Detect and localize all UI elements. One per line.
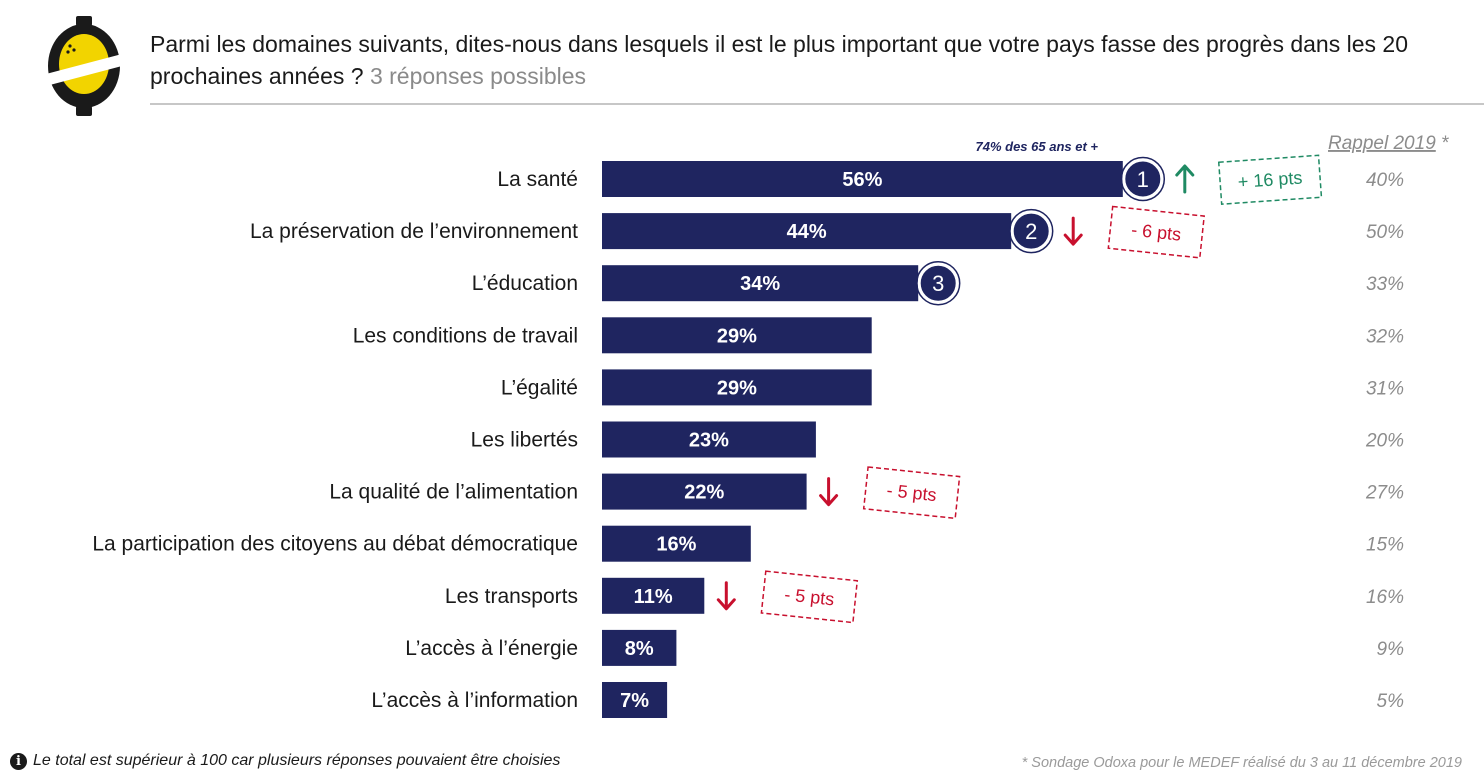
recall-2019-value: 40% [1366, 170, 1404, 191]
chart-title: Parmi les domaines suivants, dites-nous … [150, 28, 1450, 92]
source-note: * Sondage Odoxa pour le MEDEF réalisé du… [1021, 755, 1462, 771]
change-box-border [862, 466, 961, 520]
bar [602, 629, 677, 666]
change-label: - 5 pts [783, 584, 835, 609]
bar [602, 473, 807, 510]
footnote: i Le total est supérieur à 100 car plusi… [10, 752, 560, 770]
footnote-text: Le total est supérieur à 100 car plusieu… [33, 752, 561, 769]
change-box-border [1107, 205, 1206, 259]
bar [602, 265, 919, 302]
info-icon: i [10, 752, 27, 770]
recall-header: Rappel 2019 [1328, 133, 1436, 154]
recall-2019-value: 31% [1366, 378, 1404, 399]
bar [602, 577, 705, 614]
bar [602, 161, 1123, 197]
data-label: 29% [717, 377, 757, 399]
rank-badge [917, 262, 959, 304]
category-label: La qualité de l’alimentation [329, 481, 578, 504]
data-label: 7% [620, 690, 649, 712]
data-label: 16% [656, 534, 696, 556]
category-label: L’égalité [501, 376, 578, 399]
rank-number: 3 [932, 271, 944, 296]
arrow-down-icon [716, 581, 736, 611]
category-label: La préservation de l’environnement [250, 220, 578, 243]
recall-2019-value: 20% [1365, 431, 1404, 452]
question-subtitle: 3 réponses possibles [369, 63, 587, 89]
rank-number: 2 [1025, 219, 1037, 244]
arrow-down-icon [1063, 216, 1083, 246]
bar [602, 317, 872, 354]
category-label: La santé [497, 168, 578, 191]
question-text: Parmi les domaines suivants, dites-nous … [150, 31, 1408, 89]
change-label: - 6 pts [1130, 220, 1182, 245]
rank-badge-ring [1120, 156, 1166, 202]
data-label: 11% [634, 586, 673, 608]
category-label: L’accès à l’énergie [405, 637, 578, 660]
data-label: 22% [684, 482, 724, 504]
data-label: 34% [740, 273, 780, 295]
bar [602, 682, 668, 718]
change-box: - 5 pts [862, 466, 961, 520]
data-label: 8% [625, 638, 654, 660]
data-label: 23% [689, 430, 729, 452]
recall-header-star: * [1441, 133, 1449, 154]
bar [602, 369, 872, 406]
title-divider [150, 103, 1484, 105]
rank-badge-ring [1008, 208, 1054, 254]
data-label: 29% [717, 325, 757, 347]
annotation-text: 74% des 65 ans et + [976, 139, 1099, 154]
change-label: + 16 pts [1237, 168, 1303, 192]
recall-2019-value: 33% [1366, 274, 1404, 295]
recall-2019-value: 27% [1365, 483, 1404, 504]
category-label: L’éducation [472, 272, 578, 295]
change-box-border [760, 570, 859, 624]
change-label: - 5 pts [886, 480, 938, 505]
rank-badge-ring [915, 260, 961, 306]
change-box-border [1217, 154, 1323, 205]
recall-2019-value: 5% [1377, 691, 1405, 712]
arrow-up-icon [1175, 164, 1195, 194]
recall-2019-value: 16% [1366, 587, 1404, 608]
rank-badge [1122, 158, 1164, 200]
category-label: La participation des citoyens au débat d… [92, 533, 578, 556]
data-label: 44% [787, 221, 827, 243]
bar [602, 421, 816, 458]
recall-2019-value: 9% [1377, 639, 1405, 660]
data-label: 56% [842, 169, 882, 191]
category-label: Les libertés [471, 429, 578, 452]
recall-2019-value: 15% [1366, 535, 1404, 556]
category-label: Les transports [445, 585, 578, 608]
rank-number: 1 [1137, 167, 1149, 192]
bar [602, 213, 1012, 250]
change-box: + 16 pts [1217, 154, 1323, 205]
odoxa-logo-icon [46, 16, 122, 116]
arrow-down-icon [819, 477, 839, 507]
bar [602, 525, 751, 562]
recall-2019-value: 32% [1366, 326, 1404, 347]
rank-badge [1010, 210, 1052, 252]
category-label: Les conditions de travail [353, 324, 578, 347]
change-box: - 5 pts [760, 570, 859, 624]
change-box: - 6 pts [1107, 205, 1206, 259]
recall-2019-value: 50% [1366, 222, 1404, 243]
category-label: L’accès à l’information [371, 689, 578, 712]
